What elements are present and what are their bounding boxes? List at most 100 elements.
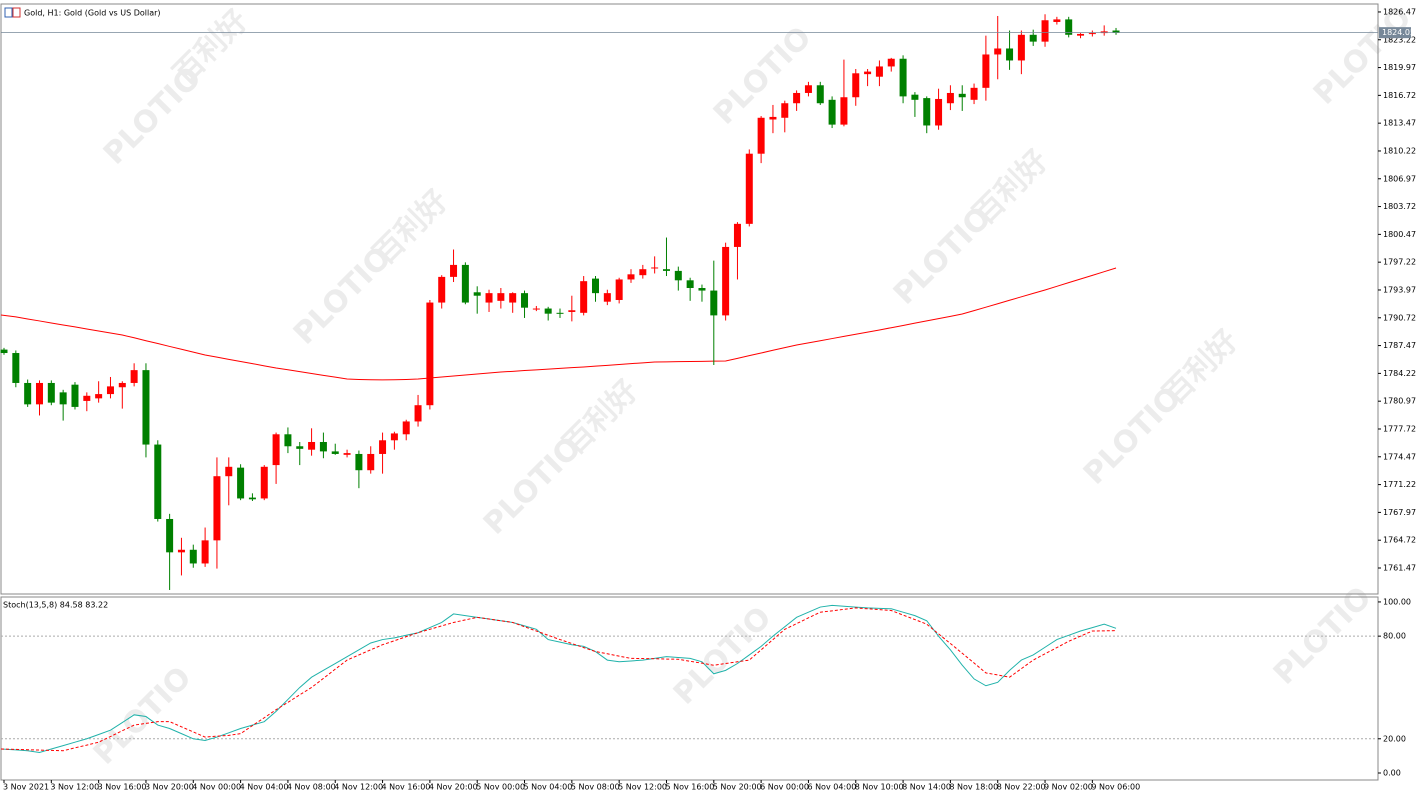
candle-body xyxy=(189,549,197,564)
candle-body xyxy=(698,288,706,291)
y-tick-label: 1780.97 xyxy=(1383,397,1416,406)
candle-body xyxy=(852,73,860,98)
y-tick-label: 1793.97 xyxy=(1383,285,1416,294)
candle-body xyxy=(627,274,635,280)
candle-body xyxy=(651,267,659,269)
candle-body xyxy=(95,394,103,399)
candle-body xyxy=(757,117,765,154)
x-tick-label: 3 Nov 20:00 xyxy=(145,783,194,792)
candle-body xyxy=(1100,31,1108,34)
candle-body xyxy=(911,94,919,100)
candle-body xyxy=(248,497,256,500)
candle-body xyxy=(402,421,410,435)
candle-body xyxy=(568,310,576,312)
candle-body xyxy=(414,405,422,422)
y-tick-label: 1826.47 xyxy=(1383,7,1416,16)
candle-body xyxy=(899,58,907,97)
candle-body xyxy=(769,116,777,120)
x-tick-label: 8 Nov 14:00 xyxy=(902,783,951,792)
candle-body xyxy=(272,434,280,466)
candle-body xyxy=(935,98,943,126)
y-tick-label: 1823.22 xyxy=(1383,35,1416,44)
candle-body xyxy=(923,98,931,126)
indicator-line xyxy=(0,604,1117,753)
candle-body xyxy=(83,395,91,401)
candle-body xyxy=(426,302,434,406)
candle-body xyxy=(71,384,79,407)
candle-body xyxy=(946,92,954,104)
y-tick-label: 20.00 xyxy=(1383,734,1406,743)
y-tick-label: 1790.72 xyxy=(1383,313,1416,322)
candle-body xyxy=(994,48,1002,55)
y-tick-label: 1777.72 xyxy=(1383,424,1416,433)
candle-body xyxy=(864,71,872,75)
candle-body xyxy=(509,293,517,303)
x-tick-label: 5 Nov 16:00 xyxy=(665,783,714,792)
y-tick-label: 1764.72 xyxy=(1383,536,1416,545)
x-tick-label: 6 Nov 00:00 xyxy=(760,783,809,792)
indicator-panel-frame xyxy=(0,596,1379,781)
candle-body xyxy=(781,103,789,118)
candle-body xyxy=(485,293,493,303)
candle-body xyxy=(958,93,966,98)
y-tick-label: 1806.97 xyxy=(1383,174,1416,183)
y-tick-label: 1810.22 xyxy=(1383,146,1416,155)
candle-body xyxy=(1053,19,1061,22)
candle-body xyxy=(674,270,682,281)
x-tick-label: 8 Nov 10:00 xyxy=(855,783,904,792)
candle-body xyxy=(615,279,623,300)
y-tick-label: 1787.47 xyxy=(1383,341,1416,350)
x-tick-label: 5 Nov 04:00 xyxy=(524,783,573,792)
candle-body xyxy=(47,382,55,403)
y-tick-label: 1816.72 xyxy=(1383,91,1416,100)
y-tick-label: 1797.22 xyxy=(1383,258,1416,267)
candle-body xyxy=(308,441,316,450)
x-tick-label: 6 Nov 04:00 xyxy=(807,783,856,792)
y-tick-label: 1761.47 xyxy=(1383,563,1416,572)
x-tick-label: 4 Nov 04:00 xyxy=(240,783,289,792)
candle-body xyxy=(1029,34,1037,42)
candle-body xyxy=(875,66,883,77)
candle-body xyxy=(450,264,458,277)
candle-body xyxy=(166,518,174,553)
title-icon xyxy=(4,7,21,18)
indicator-title: Stoch(13,5,8) 84.58 83.22 xyxy=(3,601,108,610)
candle-body xyxy=(284,434,292,447)
candle-body xyxy=(639,269,647,276)
x-tick-label: 4 Nov 20:00 xyxy=(429,783,478,792)
candle-body xyxy=(130,370,138,383)
candle-body xyxy=(24,382,32,405)
x-tick-label: 4 Nov 16:00 xyxy=(382,783,431,792)
candle-body xyxy=(982,54,990,88)
candle-body xyxy=(225,466,233,477)
candle-body xyxy=(1041,20,1049,42)
x-tick-label: 4 Nov 00:00 xyxy=(192,783,241,792)
candle-body xyxy=(793,92,801,104)
x-tick-label: 3 Nov 12:00 xyxy=(50,783,99,792)
candle-body xyxy=(1006,48,1014,61)
candle-body xyxy=(887,58,895,67)
candle-body xyxy=(710,290,718,316)
y-tick-label: 1800.47 xyxy=(1383,230,1416,239)
x-tick-label: 4 Nov 12:00 xyxy=(334,783,383,792)
candle-body xyxy=(201,540,209,564)
candle-body xyxy=(828,99,836,125)
candle-body xyxy=(1065,19,1073,35)
x-tick-label: 5 Nov 20:00 xyxy=(713,783,762,792)
candle-body xyxy=(118,382,126,388)
indicator-line xyxy=(0,607,1117,752)
candle-body xyxy=(331,451,339,454)
y-tick-label: 1774.47 xyxy=(1383,452,1416,461)
candle-body xyxy=(319,441,327,452)
candle-body xyxy=(355,453,363,471)
candle-body xyxy=(970,87,978,100)
candle-body xyxy=(142,370,150,445)
candle-body xyxy=(592,278,599,294)
x-tick-label: 3 Nov 16:00 xyxy=(98,783,147,792)
candle-body xyxy=(343,453,351,455)
candle-body xyxy=(532,308,540,310)
candle-body xyxy=(106,386,114,395)
candle-body xyxy=(473,292,481,296)
